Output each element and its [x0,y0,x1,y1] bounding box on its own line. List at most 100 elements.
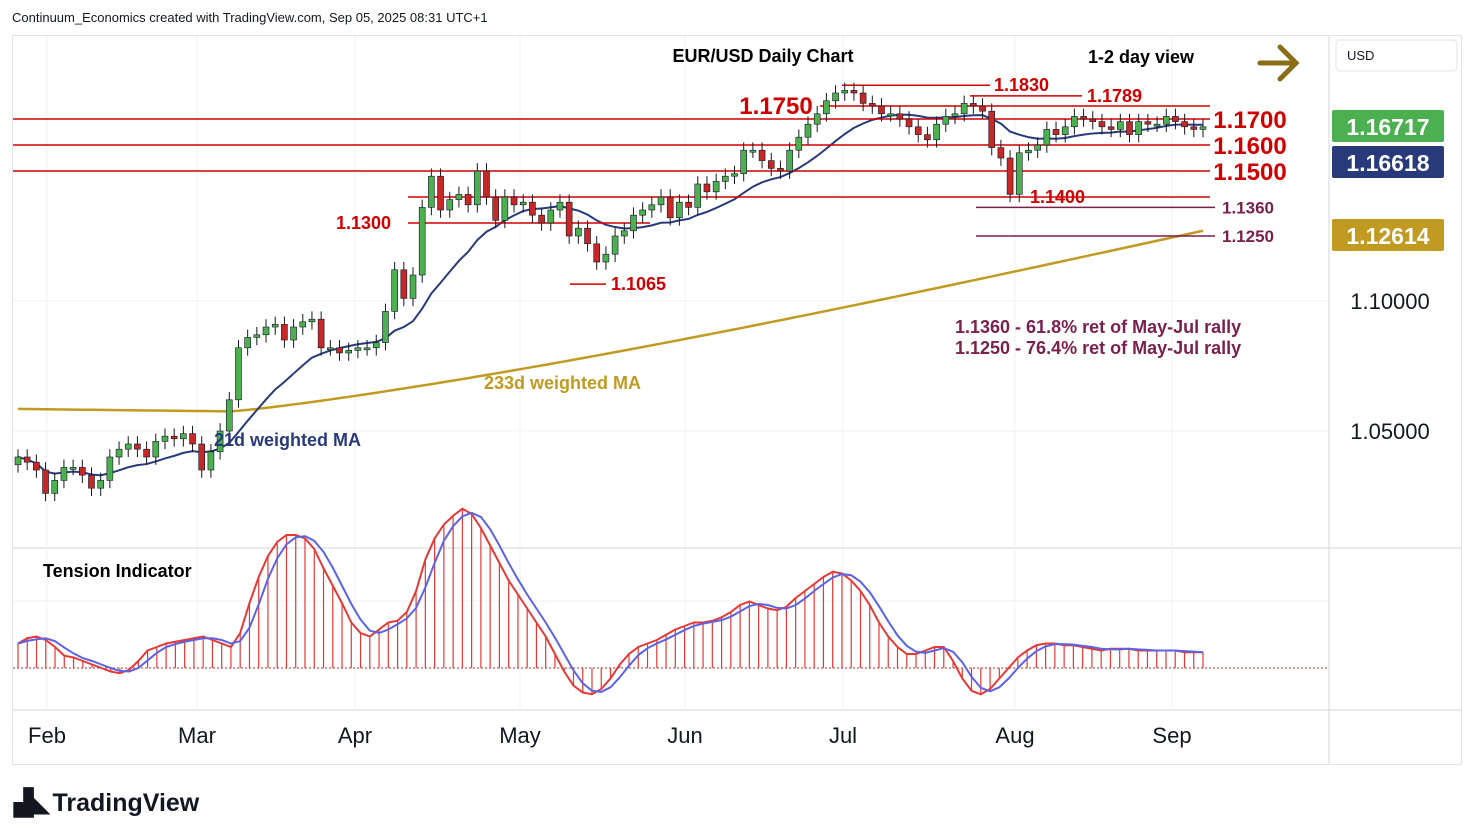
candle [225,392,233,439]
candle [878,98,885,122]
candle [189,425,196,452]
candle [1052,121,1060,143]
candle [354,340,362,359]
right-arrow-icon [1257,44,1300,82]
tension-label: Tension Indicator [43,561,192,581]
candle [317,311,325,356]
candle [887,106,894,122]
candle [464,186,472,213]
candle [841,82,849,101]
candle [170,428,178,447]
candle [712,173,720,200]
candle [60,459,68,489]
candle [1162,108,1170,132]
y-tick-label: 1.10000 [1350,289,1430,314]
candle [1199,119,1207,138]
candle [813,106,821,132]
candle [547,202,555,231]
candle [795,129,803,158]
candle [1135,113,1142,143]
candle [253,327,261,346]
retracement-label: 1.1250 [1222,227,1274,246]
tradingview-brand[interactable]: ▟◣ TradingView [14,788,199,818]
candle [455,186,463,208]
candle [758,142,766,169]
candle [749,142,757,158]
currency-label: USD [1347,48,1374,63]
candle [777,160,784,179]
candle [235,340,242,408]
tradingview-logo-icon: ▟◣ [14,789,49,817]
candle [446,191,454,218]
svg-text:1.12614: 1.12614 [1346,223,1429,249]
candle [372,334,380,356]
candle [418,199,426,283]
candle [1117,113,1124,138]
candle [115,441,123,465]
chart-title: EUR/USD Daily Chart [672,46,853,66]
candle [924,126,931,148]
candle [363,340,371,356]
candle [575,220,582,244]
candle [666,189,674,226]
note-1250: 1.1250 - 76.4% ret of May-Jul rally [955,338,1241,358]
candle [620,223,628,244]
candle [731,165,738,184]
x-tick-label: May [499,723,541,748]
x-tick-label: Aug [995,723,1034,748]
x-tick-label: Sep [1152,723,1191,748]
candle [69,459,77,476]
candle [593,236,601,270]
candle [1015,145,1023,203]
candle [970,95,977,114]
price-badge: 1.16717 [1332,110,1444,142]
candle [1181,113,1188,135]
candle [400,262,408,307]
level-label: 1.1300 [336,213,391,233]
candle [1153,116,1161,132]
svg-text:1.16618: 1.16618 [1346,150,1429,176]
candle [88,467,95,496]
x-tick-label: Jul [829,723,857,748]
tension-signal-line [17,511,1204,693]
level-label: 1.1700 [1213,107,1286,134]
candle [1071,108,1078,135]
candle [869,95,876,114]
candle [79,459,86,483]
candle [1043,121,1051,153]
level-label: 1.1500 [1213,159,1286,186]
level-label: 1.1830 [994,75,1049,95]
candle [271,316,279,335]
candle [933,116,940,148]
candle [1006,150,1014,203]
candle [437,168,444,218]
candle [143,441,150,465]
candle [786,142,793,179]
x-tick-label: Apr [338,723,372,748]
candle [676,194,683,226]
candle [694,176,702,216]
x-tick-label: Mar [178,723,216,748]
candle [262,319,270,343]
candle [409,267,417,307]
retracement-label: 1.1360 [1222,198,1274,217]
candle [1080,108,1087,127]
candle [134,436,141,457]
candle [1089,111,1097,130]
ma233-label: 233d weighted MA [484,373,641,393]
candle [1172,108,1179,130]
chart-subtitle: 1-2 day view [1088,47,1195,67]
note-1360: 1.1360 - 61.8% ret of May-Jul rally [955,317,1241,337]
candle [1061,119,1069,143]
candle [519,194,527,213]
chart-frame [12,35,1462,765]
ma233-line [17,229,1204,413]
candle [198,436,206,478]
candle [290,319,297,348]
candle [483,163,490,205]
candle [207,444,215,478]
candle [382,303,389,351]
candle [584,220,591,252]
candle [722,168,729,190]
